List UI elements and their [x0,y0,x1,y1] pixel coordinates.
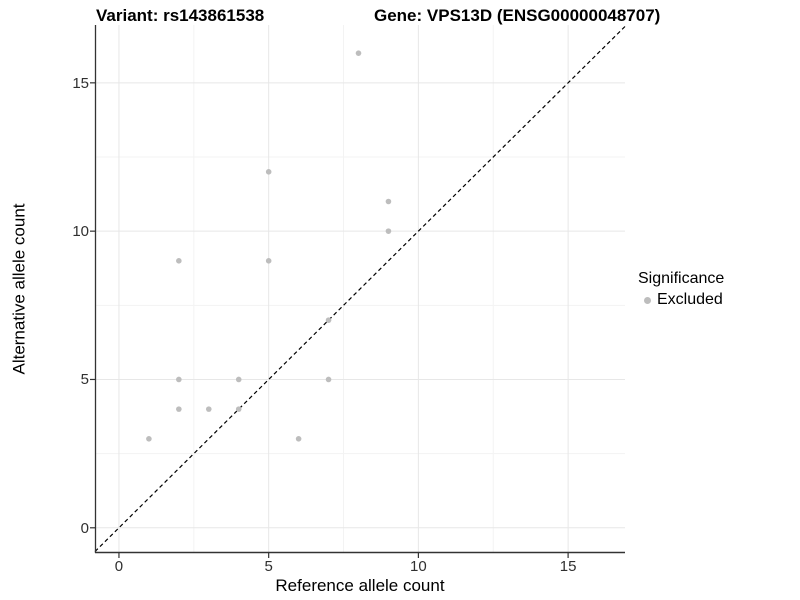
scatter-point [265,169,272,175]
legend-key-dot [644,296,651,304]
scatter-point [176,258,182,264]
x-tick-label: 10 [410,558,427,575]
scatter-point [235,406,242,412]
legend: Significance Excluded [638,270,724,309]
x-tick-label: 15 [559,558,577,575]
legend-item-label: Excluded [657,291,723,308]
x-tick-label: 0 [114,558,124,575]
x-tick-label: 5 [264,558,273,575]
y-tick-label: 5 [80,371,89,389]
scatter-point [325,376,332,383]
chart-canvas [90,25,626,558]
scatter-point [385,198,392,205]
scatter-point [235,376,242,383]
plot-panel [90,25,626,558]
scatter-point [325,317,332,323]
gene-title: Gene: VPS13D (ENSG00000048707) [374,6,661,25]
legend-item-excluded: Excluded [638,291,724,309]
legend-title: Significance [638,270,725,287]
variant-title: Variant: rs143861538 [96,6,265,25]
scatter-point [146,435,152,442]
x-axis-title: Reference allele count [275,576,445,595]
scatter-point [265,258,272,264]
scatter-point [295,435,302,442]
y-tick-label: 15 [72,74,89,92]
y-axis-title: Alternative allele count [10,203,30,375]
scatter-point [176,406,182,412]
y-tick-label: 0 [80,519,89,537]
scatter-point [355,50,362,56]
scatter-point [205,406,212,412]
identity-dashed-line [94,26,626,552]
scatter-point [176,376,182,383]
scatter-point [385,228,392,234]
y-tick-label: 10 [72,223,89,241]
